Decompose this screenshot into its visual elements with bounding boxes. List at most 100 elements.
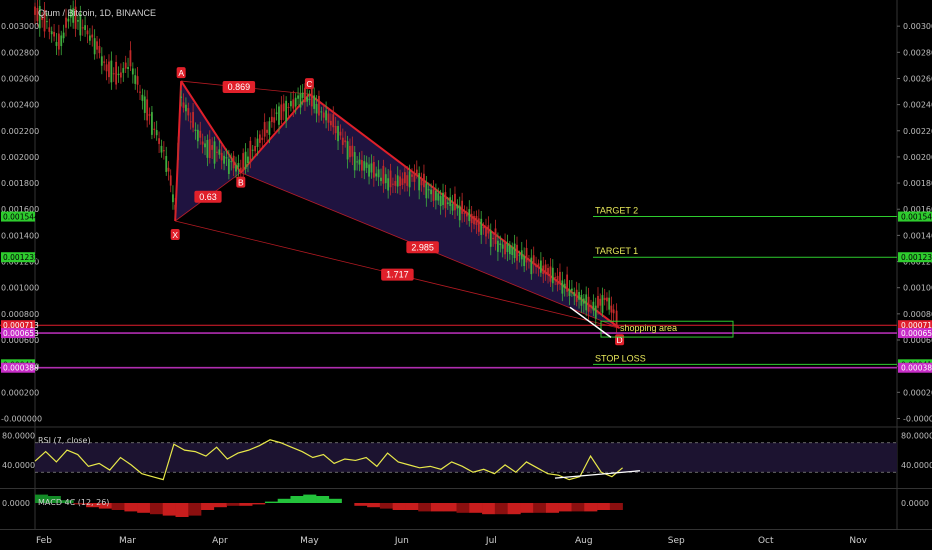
candle-body bbox=[365, 162, 368, 168]
candle-body bbox=[499, 243, 502, 246]
candle-body bbox=[425, 183, 428, 199]
rsi-band bbox=[35, 442, 897, 473]
candle-body bbox=[542, 265, 545, 275]
candle-body bbox=[442, 192, 444, 205]
candle-body bbox=[227, 158, 230, 174]
candle-body bbox=[430, 189, 433, 195]
x-tick-label: Jun bbox=[394, 536, 409, 546]
pattern-fill-bcd bbox=[240, 94, 620, 329]
candle-body bbox=[523, 256, 526, 267]
candle-body bbox=[117, 73, 120, 76]
candle-body bbox=[38, 5, 41, 29]
candle-body bbox=[79, 13, 82, 36]
rsi-tick-left: 40.0000 bbox=[2, 461, 35, 470]
candle-body bbox=[155, 130, 158, 136]
candle-body bbox=[528, 258, 530, 261]
x-tick-label: Sep bbox=[668, 536, 685, 546]
macd-bar bbox=[201, 503, 215, 510]
candle-body bbox=[439, 196, 442, 207]
candle-body bbox=[511, 247, 514, 255]
candle-body bbox=[382, 165, 385, 184]
x-tick-label: Feb bbox=[36, 536, 52, 546]
candle-body bbox=[247, 156, 249, 163]
candle-body bbox=[575, 289, 578, 302]
y-tick-label-right: 0.000600 bbox=[903, 336, 932, 345]
candle-body bbox=[578, 292, 580, 300]
candle-body bbox=[165, 156, 168, 172]
candle-body bbox=[573, 292, 576, 297]
y-tick-label-left: 0.002400 bbox=[1, 101, 39, 110]
candle-body bbox=[470, 213, 473, 224]
candle-body bbox=[401, 178, 404, 185]
candle-body bbox=[415, 169, 418, 175]
candle-body bbox=[506, 243, 509, 253]
candle-body bbox=[501, 244, 504, 249]
candle-body bbox=[530, 257, 533, 275]
candle-body bbox=[437, 193, 440, 201]
candle-body bbox=[67, 18, 70, 22]
candle-body bbox=[463, 212, 466, 214]
macd-bar bbox=[405, 503, 419, 510]
candle-body bbox=[554, 277, 557, 279]
candle-body bbox=[108, 61, 110, 78]
candle-body bbox=[384, 174, 387, 184]
y-tick-label-left: 0.002800 bbox=[1, 48, 39, 57]
macd-bar bbox=[482, 503, 496, 515]
candle-body bbox=[185, 104, 187, 112]
candle-body bbox=[280, 104, 283, 120]
macd-bar bbox=[328, 498, 342, 503]
candle-body bbox=[497, 240, 499, 252]
candle-body bbox=[218, 149, 221, 155]
price-tag bbox=[898, 252, 932, 263]
candle-body bbox=[297, 95, 299, 99]
candle-body bbox=[446, 202, 449, 205]
level-label: STOP LOSS bbox=[595, 353, 646, 363]
point-label-b: B bbox=[238, 178, 244, 188]
shopping-area-label: shopping area bbox=[620, 323, 677, 333]
candle-body bbox=[518, 254, 521, 256]
candle-body bbox=[74, 6, 77, 29]
candle-body bbox=[396, 175, 399, 187]
macd-bar bbox=[494, 503, 508, 515]
candle-body bbox=[158, 138, 160, 144]
price-tag-label-left: 0.000653 bbox=[3, 329, 39, 338]
macd-bar bbox=[430, 503, 445, 512]
price-tag-label: 0.001544 bbox=[901, 213, 932, 222]
candle-body bbox=[285, 100, 288, 122]
candle-body bbox=[372, 161, 375, 178]
y-tick-label-right: 0.002400 bbox=[903, 101, 932, 110]
candle-body bbox=[563, 283, 566, 288]
macd-bar bbox=[35, 494, 49, 503]
candle-body bbox=[299, 93, 302, 108]
candle-body bbox=[329, 120, 332, 126]
x-tick-label: Aug bbox=[575, 536, 593, 546]
candle-body bbox=[167, 167, 170, 172]
candle-body bbox=[420, 178, 423, 186]
candle-body bbox=[375, 173, 378, 177]
price-tag bbox=[898, 211, 932, 222]
candle-body bbox=[418, 173, 421, 191]
candle-body bbox=[182, 102, 185, 108]
candle-body bbox=[294, 97, 297, 107]
candle-body bbox=[112, 73, 115, 75]
candle-body bbox=[235, 165, 237, 172]
candle-body bbox=[211, 145, 214, 150]
level-label: TARGET 2 bbox=[595, 206, 638, 216]
candle-body bbox=[434, 190, 437, 201]
candle-body bbox=[327, 113, 330, 123]
candle-body bbox=[251, 149, 254, 151]
candle-body bbox=[48, 27, 51, 32]
macd-bar bbox=[456, 503, 470, 513]
point-marker-a bbox=[176, 67, 186, 79]
macd-bar bbox=[571, 503, 585, 512]
y-tick-label-right: 0.000800 bbox=[903, 310, 932, 319]
candle-body bbox=[587, 296, 590, 312]
y-tick-label-left: 0.003000 bbox=[1, 22, 39, 31]
candle-body bbox=[389, 170, 392, 188]
macd-tick-left: 0.0000 bbox=[2, 499, 30, 508]
ratio-box bbox=[194, 190, 222, 203]
y-tick-label-left: 0.000800 bbox=[1, 310, 39, 319]
price-tag-label-left: 0.000388 bbox=[3, 364, 39, 373]
macd-bar bbox=[558, 503, 572, 512]
